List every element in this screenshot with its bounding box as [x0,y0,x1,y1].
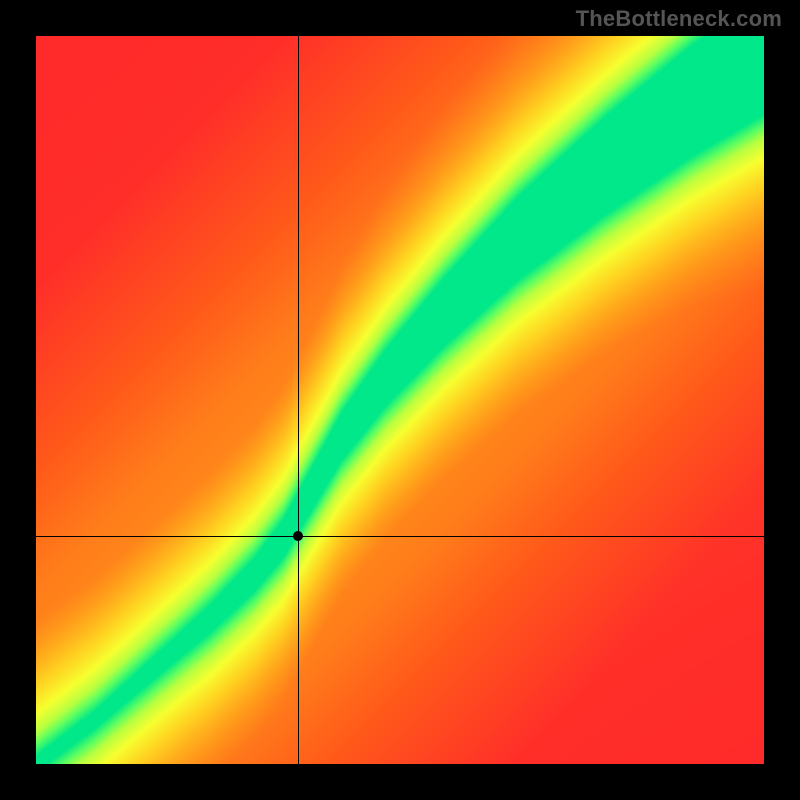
plot-frame [36,36,764,764]
crosshair-horizontal [36,536,764,537]
crosshair-marker-dot [293,531,303,541]
crosshair-vertical [298,36,299,764]
figure-container: TheBottleneck.com [0,0,800,800]
bottleneck-heatmap [36,36,764,764]
watermark-label: TheBottleneck.com [576,6,782,32]
plot-area [36,36,764,764]
